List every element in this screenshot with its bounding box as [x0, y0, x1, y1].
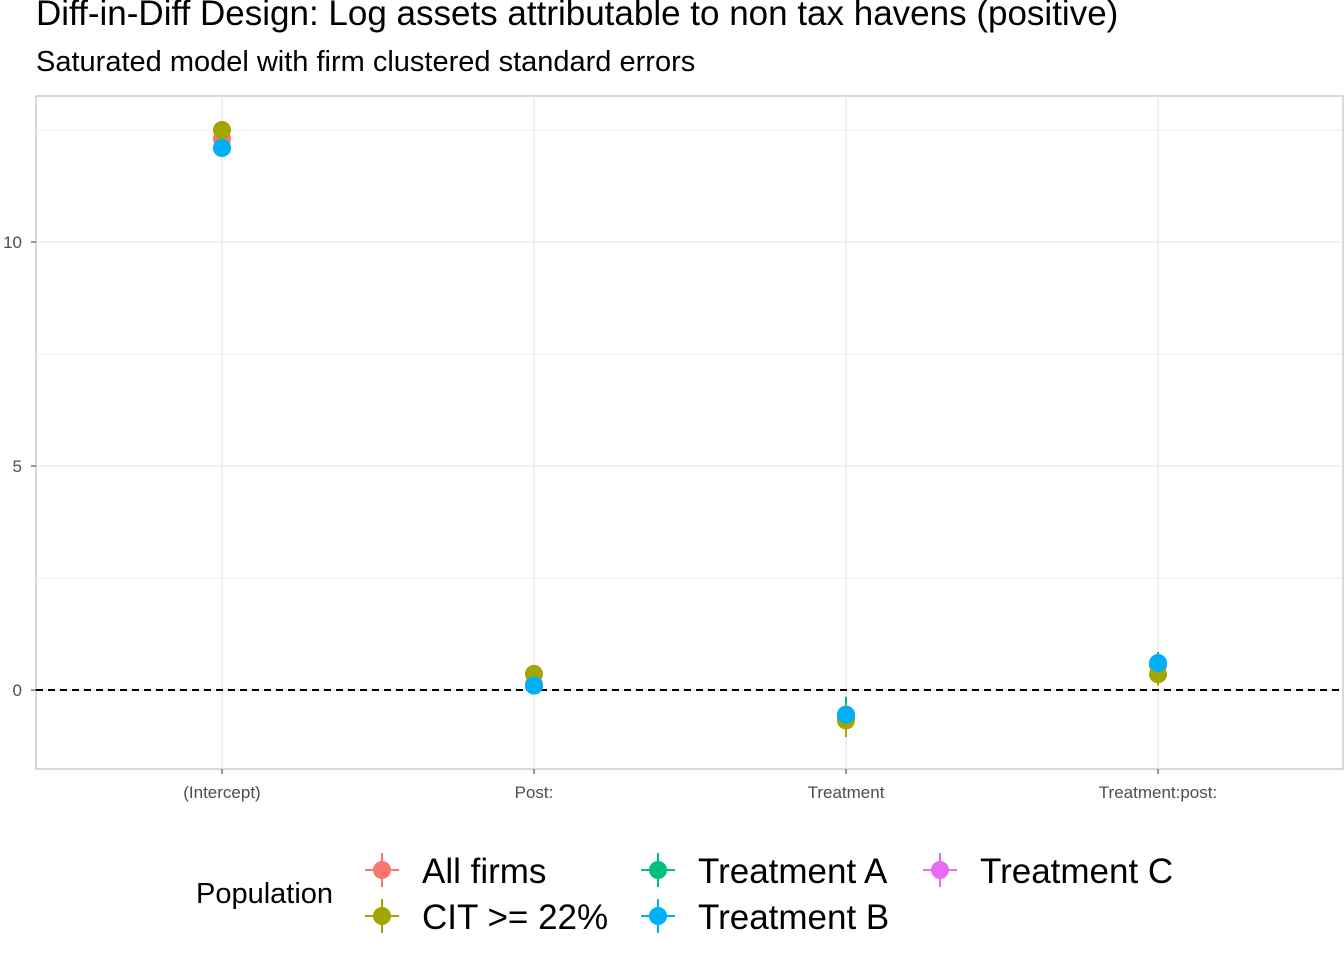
chart-subtitle: Saturated model with firm clustered stan…: [36, 46, 696, 78]
legend-key-point: [649, 861, 667, 879]
legend: Population All firms Treatment A Treatment…: [196, 852, 1173, 937]
y-tick-label: 10: [3, 233, 22, 252]
data-marks: [213, 121, 1167, 738]
legend-item: Treatment C: [923, 852, 1173, 891]
legend-key-point: [373, 861, 391, 879]
legend-key-point: [931, 861, 949, 879]
data-point: [525, 676, 543, 695]
y-tick-label: 0: [13, 681, 22, 700]
legend-item: CIT >= 22%: [365, 898, 608, 937]
chart-title: Diff-in-Diff Design: Log assets attribut…: [36, 0, 1119, 33]
series-treatment-b: [213, 138, 1167, 724]
legend-key-point: [649, 907, 667, 925]
legend-label: Treatment C: [980, 852, 1173, 891]
data-point: [837, 705, 855, 724]
legend-key-point: [373, 907, 391, 925]
data-point: [213, 138, 231, 157]
x-tick-label: Post:: [515, 783, 554, 802]
legend-label: Treatment B: [698, 898, 889, 937]
plot-panel: [35, 95, 1344, 770]
y-axis-ticks: 0 5 10: [3, 233, 36, 700]
legend-item: All firms: [365, 852, 546, 891]
legend-label: Treatment A: [698, 852, 888, 891]
data-point: [213, 121, 231, 139]
x-axis-ticks: (Intercept) Post: Treatment Treatment:post:: [183, 769, 1217, 802]
data-point: [1149, 654, 1167, 673]
legend-item: Treatment B: [641, 898, 889, 937]
x-tick-label: Treatment: [808, 783, 885, 802]
x-tick-label: Treatment:post:: [1099, 783, 1217, 802]
x-tick-label: (Intercept): [183, 783, 260, 802]
y-tick-label: 5: [13, 457, 22, 476]
legend-title: Population: [196, 878, 333, 910]
legend-label: CIT >= 22%: [422, 898, 608, 937]
legend-item: Treatment A: [641, 852, 888, 891]
legend-label: All firms: [422, 852, 546, 891]
